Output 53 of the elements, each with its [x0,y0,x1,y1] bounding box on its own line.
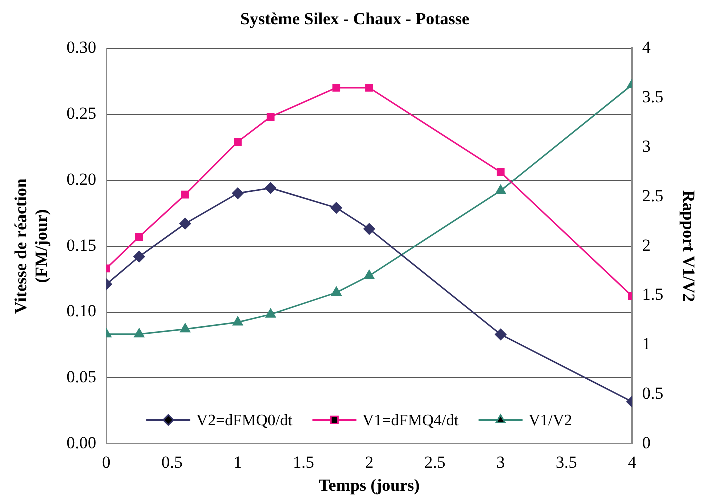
point [234,138,242,146]
point [134,251,146,263]
point [266,308,276,318]
y-axis-title: Vitesse de réaction (FM/jour) [12,178,51,314]
point [330,202,342,214]
point [232,316,244,326]
point [135,233,144,241]
y-tick-label: 0.10 [66,302,97,321]
point [134,328,144,338]
y2-tick-label: 3 [642,136,651,156]
y-tick-label: 0.00 [66,434,97,453]
y2-tick-label: 4 [642,38,652,57]
point [332,84,341,92]
point [364,223,376,235]
x-tick-label: 1.5 [293,452,314,472]
point [265,182,277,194]
legend-label: V1=dFMQ4/dt [362,412,460,430]
point [181,190,190,199]
chart-title: Système Silex - Chaux - Potasse [240,10,470,29]
point [496,168,505,176]
x-axis-title: Temps (jours) [318,476,420,496]
y-tick-label: 0.25 [66,104,97,123]
y-tick-label: 0.05 [66,368,97,387]
y2-axis-title: Rapport V1/V2 [679,190,698,302]
point [366,84,374,92]
y2-tick-label: 2.5 [642,186,664,206]
y2-tick-label: 0 [642,434,651,453]
y-tick-label: 0.15 [66,236,97,255]
x-tick-label: 3.5 [556,452,578,472]
y2-tick-label: 1 [642,334,651,354]
y2-tick-label: 0.5 [642,384,664,404]
point [180,218,192,230]
point [232,188,244,200]
point [495,328,507,340]
y2-tick-label: 3.5 [642,87,664,106]
point [180,324,190,333]
legend-label: V1/V2 [528,412,572,430]
point [332,287,342,296]
y-tick-label: 0.30 [66,38,97,57]
x-tick-label: 4 [628,452,638,472]
y2-tick-label: 1.5 [642,285,664,304]
y2-tick-label: 2 [642,236,651,255]
x-tick-label: 0.5 [162,452,183,472]
legend-label: V2=dFMQ0/dt [196,412,294,430]
x-tick-label: 3 [496,452,506,472]
point [496,185,506,194]
point [266,113,275,121]
point [364,270,375,280]
x-tick-label: 2 [365,452,374,472]
x-tick-label: 2.5 [424,452,446,472]
y-tick-label: 0.20 [66,170,97,189]
x-tick-label: 1 [234,452,242,472]
x-tick-label: 0 [102,452,111,472]
